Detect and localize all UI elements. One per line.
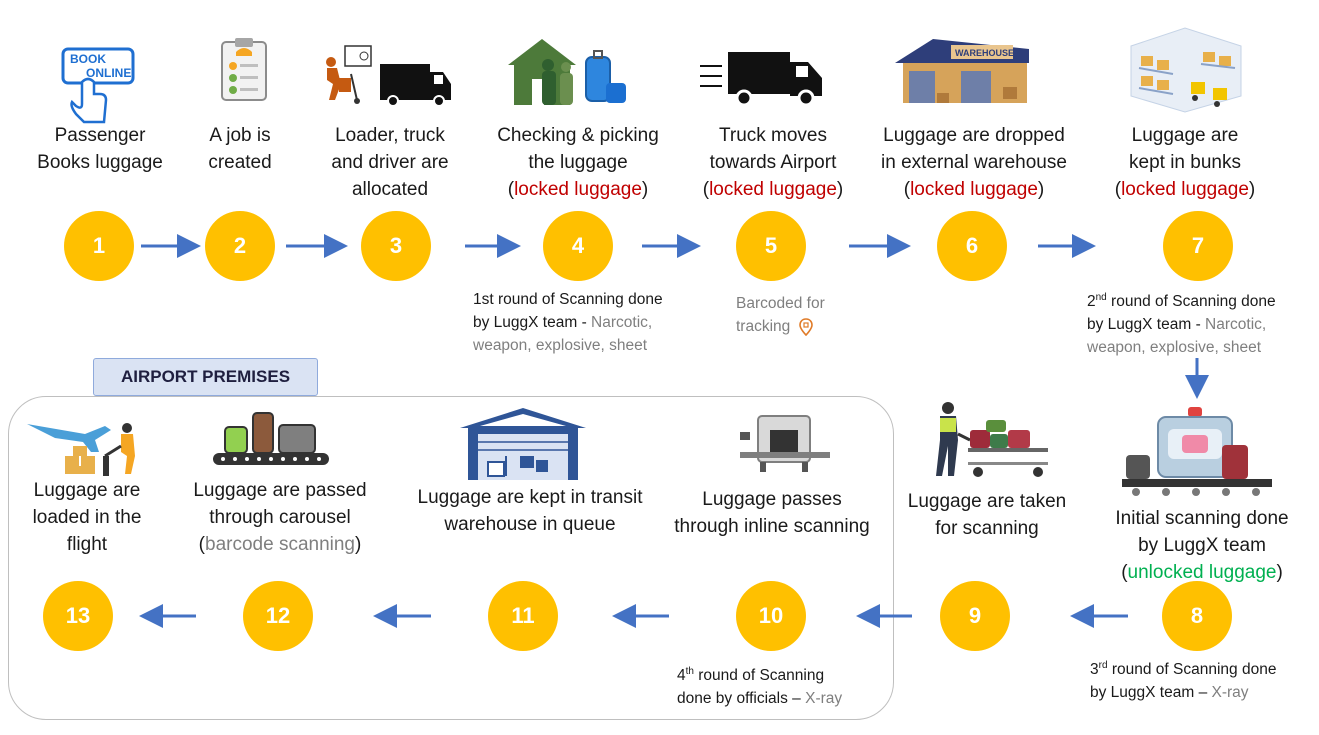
warehouse-icon: WAREHOUSE <box>893 37 1031 105</box>
step-10-label: Luggage passes through inline scanning <box>674 489 870 537</box>
step-13-label: Luggage are loaded in the flight <box>32 480 142 555</box>
airport-premises-label: AIRPORT PREMISES <box>93 358 318 396</box>
step-13-circle: 13 <box>43 581 113 651</box>
step-10-circle: 10 <box>736 581 806 651</box>
step-3-circle: 3 <box>361 211 431 281</box>
barcode-status: barcode scanning <box>205 534 355 555</box>
step-2-label: A job is created <box>208 125 272 173</box>
step-2-circle: 2 <box>205 211 275 281</box>
step-6-label: Luggage are dropped in external warehouse… <box>881 125 1067 200</box>
step-7-circle: 7 <box>1163 211 1233 281</box>
airport-premises-region <box>8 396 894 720</box>
step-6-circle: 6 <box>937 211 1007 281</box>
moving-truck-icon <box>698 50 826 108</box>
location-pin-icon <box>798 318 813 336</box>
airplane-loading-icon <box>25 412 145 478</box>
clipboard-job-icon <box>219 36 269 102</box>
step-8-label: Initial scanning done by LuggX team (unlo… <box>1115 508 1289 583</box>
step-4-label: Checking & picking the luggage (locked lu… <box>497 125 659 200</box>
step-1-label: Passenger Books luggage <box>37 125 163 173</box>
xray-machine-icon <box>738 412 830 476</box>
carousel-icon <box>211 409 331 473</box>
step-5-circle: 5 <box>736 211 806 281</box>
note-step-5: Barcoded for tracking <box>736 295 825 336</box>
note-step-7: 2nd round of Scanning done by LuggX team… <box>1087 291 1276 356</box>
book-online-icon: BOOK ONLINE <box>60 44 140 124</box>
family-luggage-icon <box>506 35 630 107</box>
transit-warehouse-icon <box>460 406 586 482</box>
scanner-machine-icon <box>1122 405 1272 499</box>
locked-status: locked luggage <box>910 179 1038 200</box>
locked-status: locked luggage <box>709 179 837 200</box>
step-3-label: Loader, truck and driver are allocated <box>331 125 449 200</box>
bunks-warehouse-icon <box>1125 26 1245 114</box>
step-11-label: Luggage are kept in transit warehouse in … <box>417 487 643 535</box>
svg-text:BOOK: BOOK <box>70 52 106 66</box>
locked-status: locked luggage <box>514 179 642 200</box>
step-12-label: Luggage are passed through carousel (barc… <box>193 480 367 555</box>
svg-text:ONLINE: ONLINE <box>86 66 131 80</box>
step-11-circle: 11 <box>488 581 558 651</box>
step-4-circle: 4 <box>543 211 613 281</box>
unlocked-status: unlocked luggage <box>1127 562 1277 583</box>
step-5-label: Truck moves towards Airport (locked lugga… <box>702 125 844 200</box>
note-step-10: 4th round of Scanning done by officials … <box>677 665 843 707</box>
locked-status: locked luggage <box>1121 179 1249 200</box>
svg-text:WAREHOUSE: WAREHOUSE <box>955 48 1014 58</box>
step-9-circle: 9 <box>940 581 1010 651</box>
loader-truck-icon <box>323 44 453 106</box>
step-9-label: Luggage are taken for scanning <box>907 491 1067 539</box>
luggage-cart-icon <box>928 400 1054 480</box>
note-step-4: 1st round of Scanning done by LuggX team… <box>473 291 663 354</box>
step-7-label: Luggage are kept in bunks (locked luggage… <box>1114 125 1256 200</box>
step-12-circle: 12 <box>243 581 313 651</box>
note-step-8: 3rd round of Scanning done by LuggX team… <box>1090 659 1277 701</box>
step-1-circle: 1 <box>64 211 134 281</box>
step-8-circle: 8 <box>1162 581 1232 651</box>
